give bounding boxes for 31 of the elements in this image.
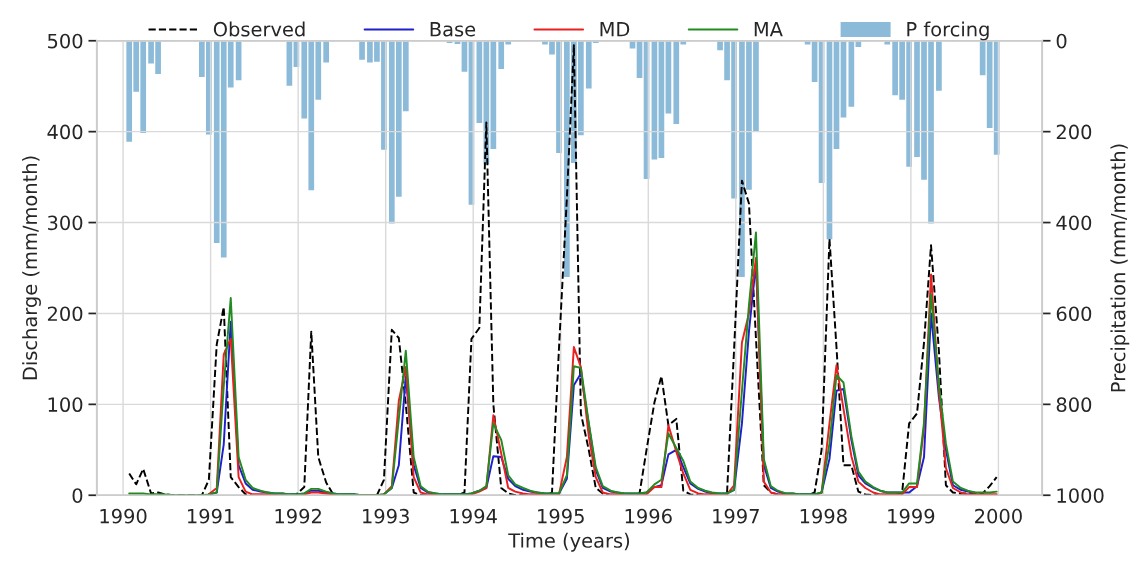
legend-label: MA [754, 22, 783, 37]
y2-tick-label: 1000 [1057, 488, 1104, 503]
x-tick-label: 1995 [538, 508, 584, 524]
y-tick-label: 100 [48, 397, 83, 413]
x-tick-label: 1990 [100, 508, 147, 524]
x-tick-label: 1993 [363, 508, 409, 524]
y2-tick-label: 0 [1056, 33, 1067, 49]
y2-tick-label: 600 [1056, 306, 1092, 322]
legend-label: Base [430, 22, 476, 37]
x-tick-label: 2000 [975, 508, 1022, 524]
y-tick-label: 200 [47, 306, 83, 322]
x-tick-label: 1996 [625, 508, 672, 524]
y-tick-label: 500 [48, 33, 83, 49]
y-tick-label: 400 [47, 124, 83, 140]
y2-tick-label: 400 [1056, 215, 1092, 231]
legend-label: MD [600, 22, 630, 37]
legend-label: Observed [213, 21, 305, 37]
x-tick-label: 1991 [188, 508, 234, 524]
y2-tick-label: 200 [1056, 124, 1092, 140]
y-tick-label: 300 [47, 215, 83, 231]
legend-label: P forcing [907, 21, 989, 41]
x-axis-title: Time (years) [508, 532, 630, 552]
y-axis-title: Discharge (mm/month) [22, 156, 41, 380]
y2-axis-title: Precipitation (mm/month) [1110, 144, 1130, 392]
y2-tick-label: 800 [1056, 397, 1092, 413]
x-tick-label: 1997 [713, 508, 759, 524]
x-tick-label: 1992 [275, 508, 321, 524]
y-tick-label: 0 [72, 488, 83, 503]
x-tick-label: 1999 [888, 508, 935, 524]
x-tick-label: 1994 [450, 508, 497, 524]
x-tick-label: 1998 [800, 508, 847, 524]
